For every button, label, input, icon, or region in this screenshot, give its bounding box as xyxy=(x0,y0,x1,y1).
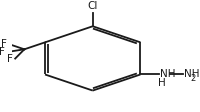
Text: 2: 2 xyxy=(189,74,194,83)
Text: NH: NH xyxy=(183,69,198,80)
Text: F: F xyxy=(7,54,13,64)
Text: NH: NH xyxy=(159,69,174,80)
Text: Cl: Cl xyxy=(87,1,97,11)
Text: H: H xyxy=(157,78,165,88)
Text: F: F xyxy=(1,39,7,49)
Text: F: F xyxy=(0,47,5,57)
